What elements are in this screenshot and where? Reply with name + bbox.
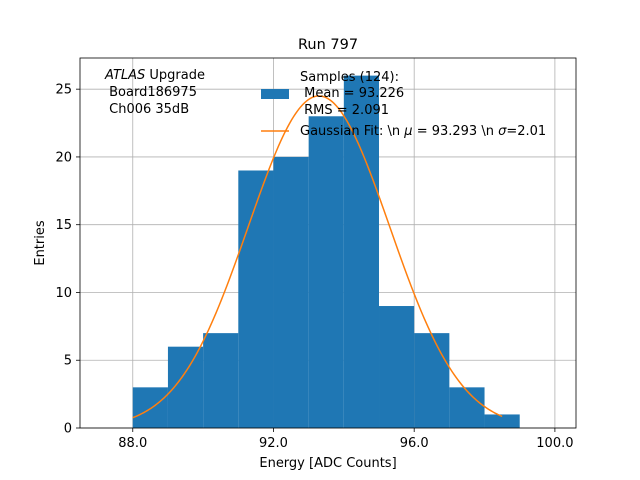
legend-mu-symbol: μ <box>403 124 412 139</box>
x-axis-ticks: 88.0 92.0 96.0 100.0 <box>118 428 574 451</box>
y-tick-label: 20 <box>55 150 72 165</box>
y-tick-label: 10 <box>55 286 72 301</box>
histogram-bar <box>203 333 239 428</box>
atlas-annotation: ATLAS Upgrade Board186975 Ch006 35dB <box>104 68 205 117</box>
atlas-annotation-line-2: Board186975 <box>105 85 197 100</box>
y-tick-label: 5 <box>64 354 72 369</box>
histogram-bar <box>308 116 344 429</box>
histogram-bar <box>484 414 520 428</box>
y-tick-label: 15 <box>55 218 72 233</box>
gaussian-fit-line <box>132 95 503 419</box>
legend: Samples (124): Mean = 93.226 RMS = 2.091… <box>261 70 546 139</box>
legend-histogram-swatch <box>261 89 289 99</box>
atlas-annotation-line-1: ATLAS Upgrade <box>104 68 205 83</box>
legend-fit-text-2: = 93.293 \n <box>413 124 499 139</box>
atlas-annotation-line-3: Ch006 35dB <box>105 102 189 117</box>
chart-title: Run 797 <box>298 37 358 53</box>
x-tick-label: 88.0 <box>118 436 147 451</box>
y-tick-label: 0 <box>64 422 72 437</box>
legend-fit-text-1: Gaussian Fit: \n <box>300 124 404 139</box>
x-axis-label: Energy [ADC Counts] <box>259 456 396 471</box>
legend-mean-label: Mean = 93.226 <box>300 86 404 101</box>
plot-area <box>79 57 577 429</box>
x-tick-label: 100.0 <box>536 436 573 451</box>
legend-samples-label: Samples (124): <box>300 70 399 85</box>
histogram-bar <box>273 156 309 428</box>
legend-fit-label: Gaussian Fit: \n μ = 93.293 \n σ=2.01 <box>300 124 546 139</box>
y-tick-label: 25 <box>55 83 72 98</box>
histogram-bar <box>449 387 485 428</box>
histogram-bar <box>379 306 415 428</box>
y-axis-label: Entries <box>33 220 48 266</box>
histogram-bar <box>343 75 380 428</box>
histogram-bar <box>414 333 450 428</box>
axes-frame <box>79 57 577 429</box>
legend-rms-label: RMS = 2.091 <box>300 103 389 118</box>
histogram-bar <box>132 387 168 428</box>
histogram-bars <box>132 75 520 429</box>
histogram-bar <box>238 170 274 428</box>
legend-sigma-symbol: σ <box>498 124 507 139</box>
atlas-upgrade-text: Upgrade <box>145 68 205 83</box>
atlas-word: ATLAS <box>104 68 145 83</box>
legend-fit-text-3: =2.01 <box>506 124 546 139</box>
y-axis-ticks: 0 5 10 15 20 25 <box>55 83 80 437</box>
x-tick-label: 96.0 <box>400 436 429 451</box>
x-tick-label: 92.0 <box>259 436 288 451</box>
